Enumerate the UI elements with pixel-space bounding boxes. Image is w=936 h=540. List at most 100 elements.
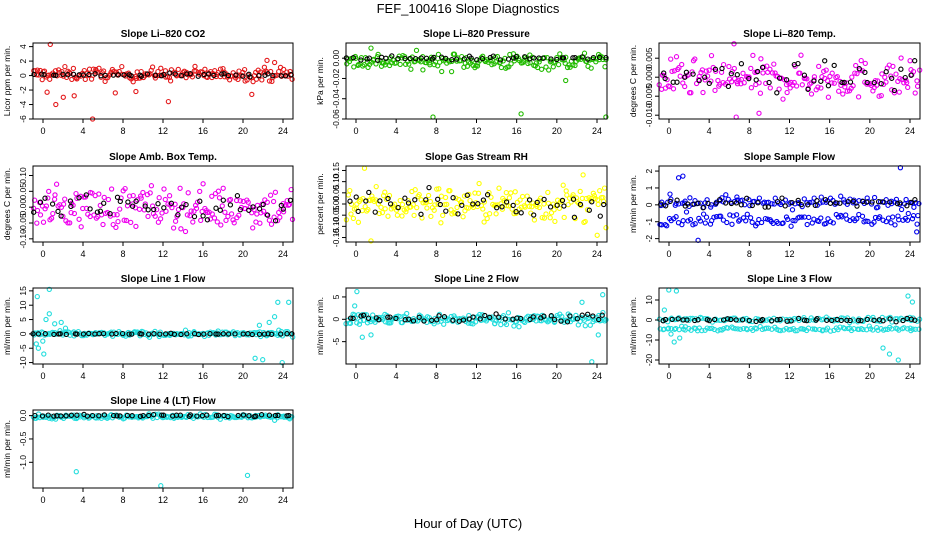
x-tick-label: 0: [353, 371, 358, 381]
data-point: [382, 206, 388, 212]
data-point: [234, 193, 241, 199]
y-tick-label: -2: [18, 86, 28, 94]
x-tick-label: 4: [707, 249, 712, 259]
data-point: [438, 193, 445, 199]
data-point: [220, 331, 226, 337]
data-point: [31, 209, 37, 215]
data-points: [343, 288, 609, 365]
data-point: [272, 189, 279, 195]
x-tick-label: 12: [784, 371, 794, 381]
data-point: [792, 328, 798, 334]
data-point: [697, 218, 704, 224]
y-tick-label: 1: [644, 185, 654, 190]
data-point: [898, 206, 905, 213]
data-point: [89, 190, 95, 196]
data-point: [458, 199, 465, 205]
data-point: [62, 325, 69, 331]
data-point: [705, 200, 711, 207]
data-point: [50, 210, 56, 217]
data-point: [418, 55, 424, 61]
data-point: [182, 228, 189, 235]
data-point: [383, 55, 389, 61]
data-point: [55, 208, 61, 215]
x-tick-label: 8: [747, 371, 752, 381]
data-point: [554, 56, 560, 63]
data-point: [178, 331, 184, 338]
data-point: [175, 212, 181, 218]
data-point: [877, 199, 884, 205]
data-point: [406, 316, 412, 322]
data-point: [598, 317, 604, 324]
y-tick-label: 0.10: [18, 167, 28, 184]
y-tick-label: -2: [644, 235, 654, 243]
data-point: [550, 64, 556, 70]
data-point: [905, 84, 911, 91]
x-tick-label: 12: [158, 126, 168, 136]
data-point: [671, 339, 677, 345]
data-point: [414, 204, 420, 211]
data-point: [215, 331, 221, 337]
data-point: [804, 317, 810, 324]
data-point: [444, 201, 450, 208]
data-point: [289, 331, 295, 337]
data-point: [866, 323, 872, 329]
data-point: [736, 218, 742, 224]
data-point: [855, 94, 862, 100]
data-point: [844, 317, 850, 323]
data-point: [706, 80, 712, 87]
data-point: [272, 412, 279, 419]
data-point: [200, 181, 206, 187]
x-tick-label: 20: [238, 371, 248, 381]
data-point: [559, 197, 566, 204]
data-point: [350, 55, 356, 61]
data-point: [58, 319, 64, 326]
data-point: [744, 195, 750, 201]
data-point: [789, 207, 796, 213]
data-point: [100, 68, 107, 74]
data-point: [547, 215, 553, 221]
data-point: [567, 313, 573, 319]
data-point: [145, 213, 151, 220]
data-point: [822, 58, 828, 64]
data-point: [882, 326, 889, 332]
data-point: [692, 317, 698, 324]
data-point: [712, 87, 718, 94]
x-tick-label: 20: [865, 126, 875, 136]
data-point: [841, 79, 847, 86]
data-point: [233, 72, 239, 78]
x-tick-label: 16: [512, 249, 522, 259]
data-point: [130, 201, 136, 207]
x-tick-label: 16: [512, 371, 522, 381]
data-point: [572, 54, 578, 61]
data-point: [603, 55, 609, 61]
data-point: [460, 214, 466, 220]
data-point: [83, 205, 90, 212]
data-point: [58, 213, 64, 219]
data-point: [276, 68, 282, 75]
x-tick-label: 4: [394, 126, 399, 136]
data-point: [145, 207, 151, 213]
data-point: [272, 218, 279, 224]
data-point: [860, 326, 866, 333]
data-point: [582, 218, 588, 225]
data-point: [718, 317, 724, 323]
data-point: [522, 319, 528, 326]
data-point: [435, 201, 441, 207]
data-point: [39, 71, 45, 77]
data-point: [590, 54, 597, 61]
data-point: [725, 196, 731, 202]
data-point: [570, 196, 577, 202]
data-point: [101, 200, 107, 206]
data-point: [774, 90, 780, 96]
data-point: [365, 315, 372, 321]
data-point: [585, 311, 591, 317]
x-tick-label: 24: [905, 371, 915, 381]
data-point: [738, 202, 744, 208]
data-point: [847, 317, 853, 324]
data-point: [540, 55, 546, 61]
data-point: [498, 64, 505, 71]
data-point: [211, 215, 218, 221]
data-point: [472, 190, 478, 196]
data-point: [129, 413, 135, 419]
data-point: [677, 73, 683, 79]
